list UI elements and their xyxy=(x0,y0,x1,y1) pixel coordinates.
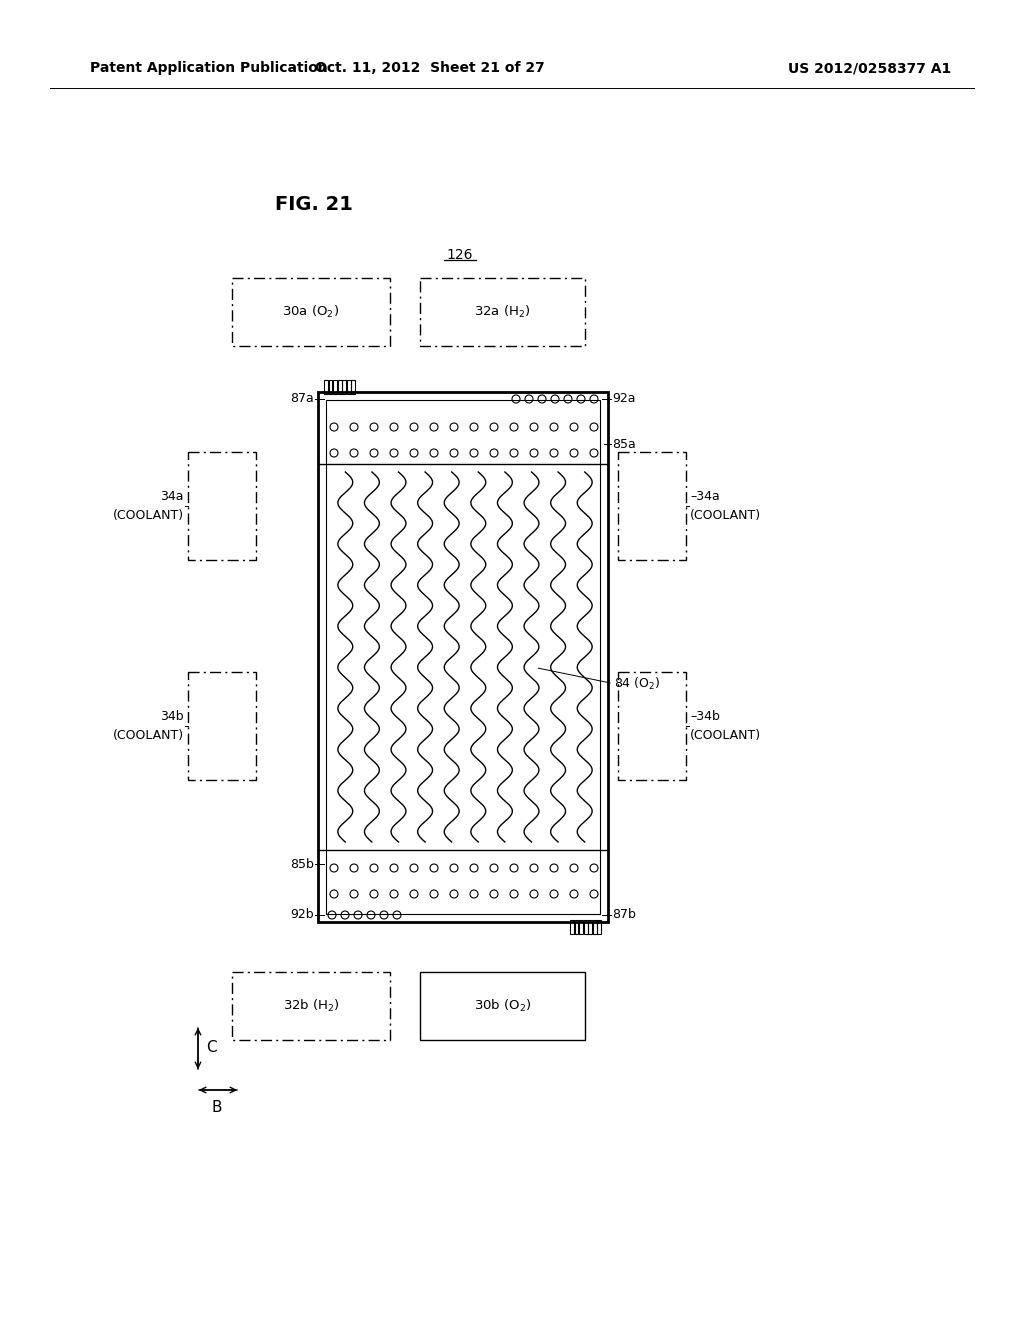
Text: Oct. 11, 2012  Sheet 21 of 27: Oct. 11, 2012 Sheet 21 of 27 xyxy=(315,61,545,75)
Bar xyxy=(232,972,390,1040)
Text: 34a: 34a xyxy=(161,491,184,503)
Text: 32b (H$_2$): 32b (H$_2$) xyxy=(283,998,340,1014)
Bar xyxy=(326,400,600,913)
Bar xyxy=(574,920,579,935)
Bar xyxy=(420,279,585,346)
Bar xyxy=(420,972,585,1040)
Bar xyxy=(333,380,337,393)
Text: FIG. 21: FIG. 21 xyxy=(275,195,353,214)
Text: (COOLANT): (COOLANT) xyxy=(113,729,184,742)
Bar xyxy=(584,920,588,935)
Text: US 2012/0258377 A1: US 2012/0258377 A1 xyxy=(788,61,951,75)
Bar xyxy=(588,920,592,935)
Text: 85a: 85a xyxy=(612,437,636,450)
Bar xyxy=(318,392,608,921)
Bar xyxy=(188,451,256,560)
Text: –34a: –34a xyxy=(690,491,720,503)
Text: Patent Application Publication: Patent Application Publication xyxy=(90,61,328,75)
Text: (COOLANT): (COOLANT) xyxy=(113,508,184,521)
Bar xyxy=(580,920,583,935)
Text: 92a: 92a xyxy=(612,392,636,405)
Bar xyxy=(351,380,355,393)
Bar xyxy=(329,380,333,393)
Text: 85b: 85b xyxy=(290,858,314,870)
Text: 32a (H$_2$): 32a (H$_2$) xyxy=(474,304,530,319)
Text: 92b: 92b xyxy=(291,908,314,921)
Bar xyxy=(188,672,256,780)
Text: (COOLANT): (COOLANT) xyxy=(690,508,761,521)
Text: 34b: 34b xyxy=(161,710,184,723)
Text: 84 (O$_2$): 84 (O$_2$) xyxy=(614,676,660,692)
Text: –34b: –34b xyxy=(690,710,720,723)
Bar xyxy=(593,920,597,935)
Bar xyxy=(342,380,346,393)
Text: 87b: 87b xyxy=(612,908,636,921)
Bar xyxy=(618,451,686,560)
Text: (COOLANT): (COOLANT) xyxy=(690,729,761,742)
Text: 126: 126 xyxy=(446,248,473,261)
Bar xyxy=(597,920,601,935)
Text: 87a: 87a xyxy=(290,392,314,405)
Bar xyxy=(347,380,351,393)
Bar xyxy=(324,380,328,393)
Bar xyxy=(338,380,342,393)
Text: 30b (O$_2$): 30b (O$_2$) xyxy=(474,998,531,1014)
Bar xyxy=(618,672,686,780)
Bar xyxy=(232,279,390,346)
Bar xyxy=(570,920,573,935)
Text: C: C xyxy=(206,1040,217,1056)
Text: B: B xyxy=(212,1101,222,1115)
Text: 30a (O$_2$): 30a (O$_2$) xyxy=(283,304,340,319)
